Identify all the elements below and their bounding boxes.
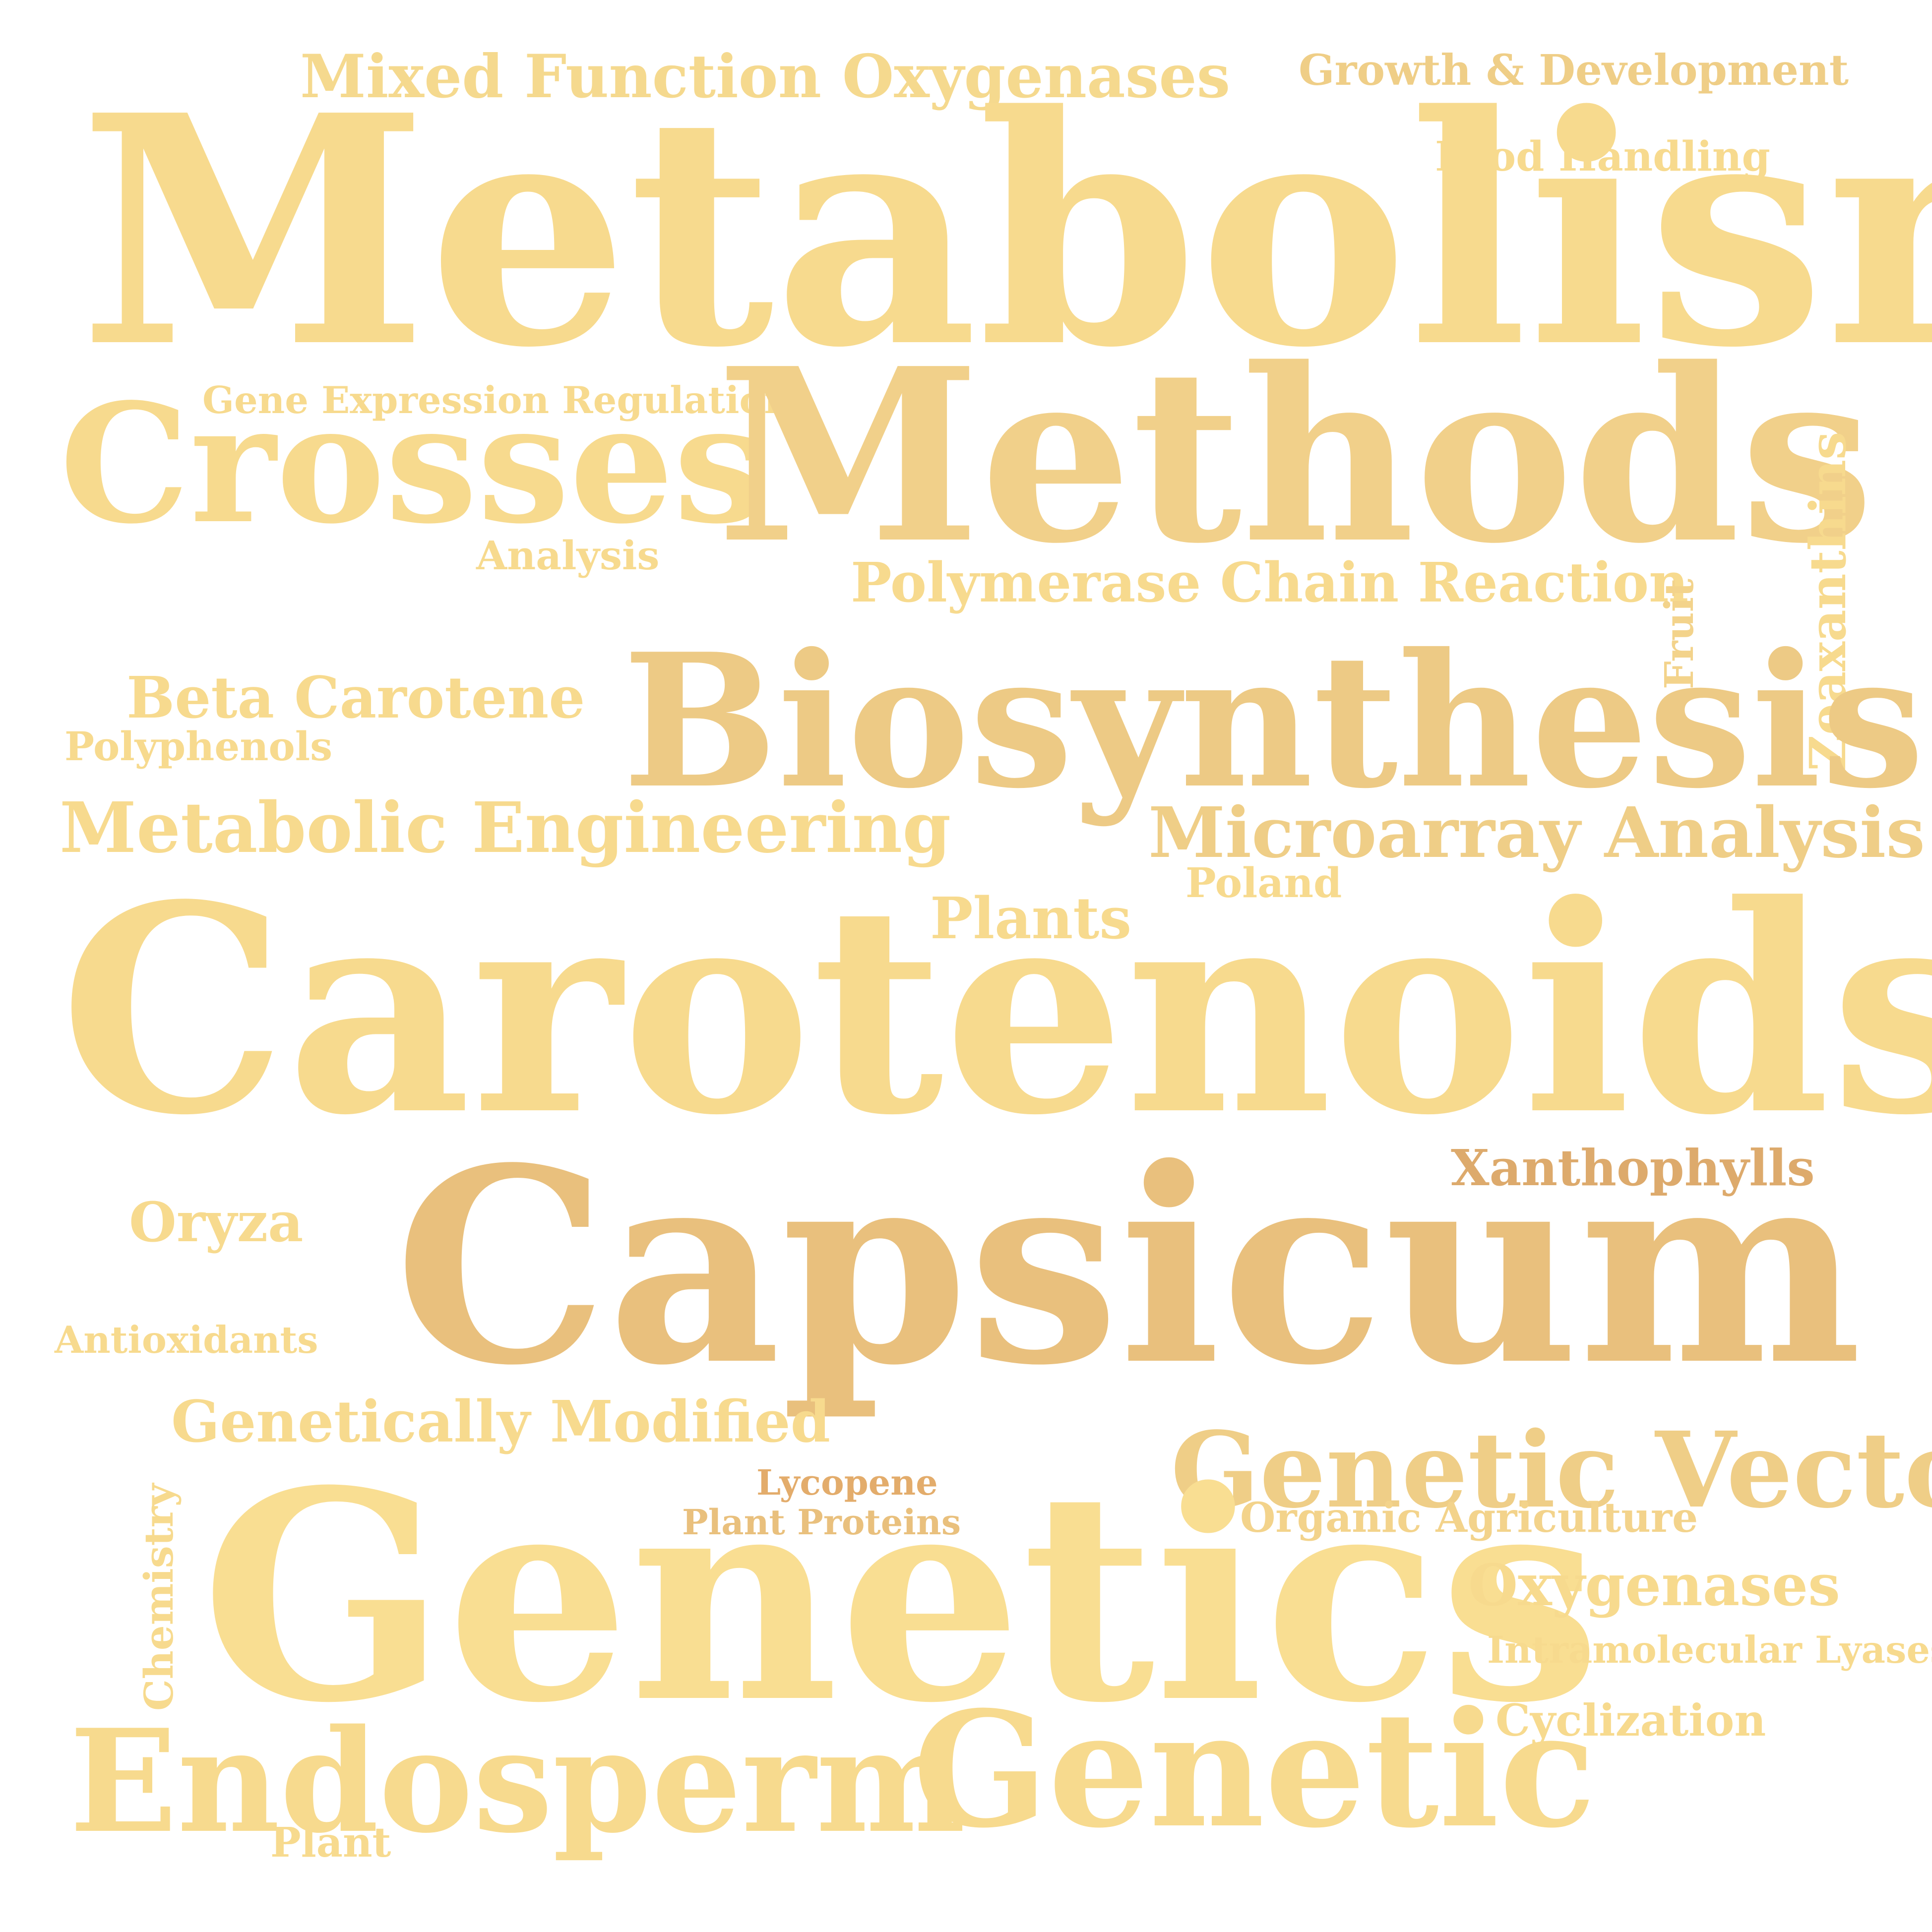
word-genetically-modified: Genetically Modified — [171, 1389, 831, 1455]
word-gene-expression-regulation: Gene Expression Regulation — [202, 378, 792, 422]
word-analysis: Analysis — [476, 532, 660, 579]
word-genetics: Genetics — [201, 1428, 1601, 1766]
word-capsicum: Capsicum — [394, 1110, 1863, 1424]
word-microarray-analysis: Microarray Analysis — [1148, 792, 1926, 874]
word-oryza: Oryza — [129, 1190, 304, 1254]
word-biosynthesis: Biosynthesis — [623, 614, 1925, 829]
word-chemistry: Chemistry — [135, 1483, 182, 1711]
word-metabolism: Metabolism — [79, 47, 1932, 417]
word-intramolecular-lyases: Intramolecular Lyases — [1487, 1628, 1932, 1672]
word-plants: Plants — [930, 885, 1132, 952]
word-mixed-function-oxygenases: Mixed Function Oxygenases — [300, 42, 1231, 112]
word-oxygenases: Oxygenases — [1468, 1552, 1840, 1619]
word-genetic-vectors: Genetic Vectors — [1171, 1409, 1932, 1531]
word-beta-carotene: Beta Carotene — [126, 664, 585, 731]
word-genetic: Genetic — [913, 1677, 1596, 1863]
word-plant: Plant — [270, 1819, 391, 1867]
word-cyclization: Cyclization — [1496, 1694, 1766, 1746]
word-lycopene: Lycopene — [756, 1462, 938, 1503]
word-polymerase-chain-reaction: Polymerase Chain Reaction — [851, 550, 1689, 614]
word-food-handling: Food Handling — [1435, 133, 1770, 181]
word-growth-development: Growth & Development — [1299, 46, 1849, 95]
word-carotenoids: Carotenoids — [60, 843, 1932, 1178]
word-poland: Poland — [1185, 859, 1342, 907]
word-crosses: Crosses — [60, 367, 766, 560]
word-endosperm: Endosperm — [69, 1698, 966, 1865]
word-methods: Methods — [717, 316, 1874, 596]
word-antioxidants: Antioxidants — [55, 1318, 318, 1362]
word-plant-proteins: Plant Proteins — [682, 1502, 961, 1543]
word-xanthophylls: Xanthophylls — [1451, 1139, 1815, 1197]
word-polyphenols: Polyphenols — [64, 723, 333, 770]
word-organic-agriculture: Organic Agriculture — [1240, 1494, 1698, 1542]
word-metabolic-engineering: Metabolic Engineering — [60, 787, 951, 869]
